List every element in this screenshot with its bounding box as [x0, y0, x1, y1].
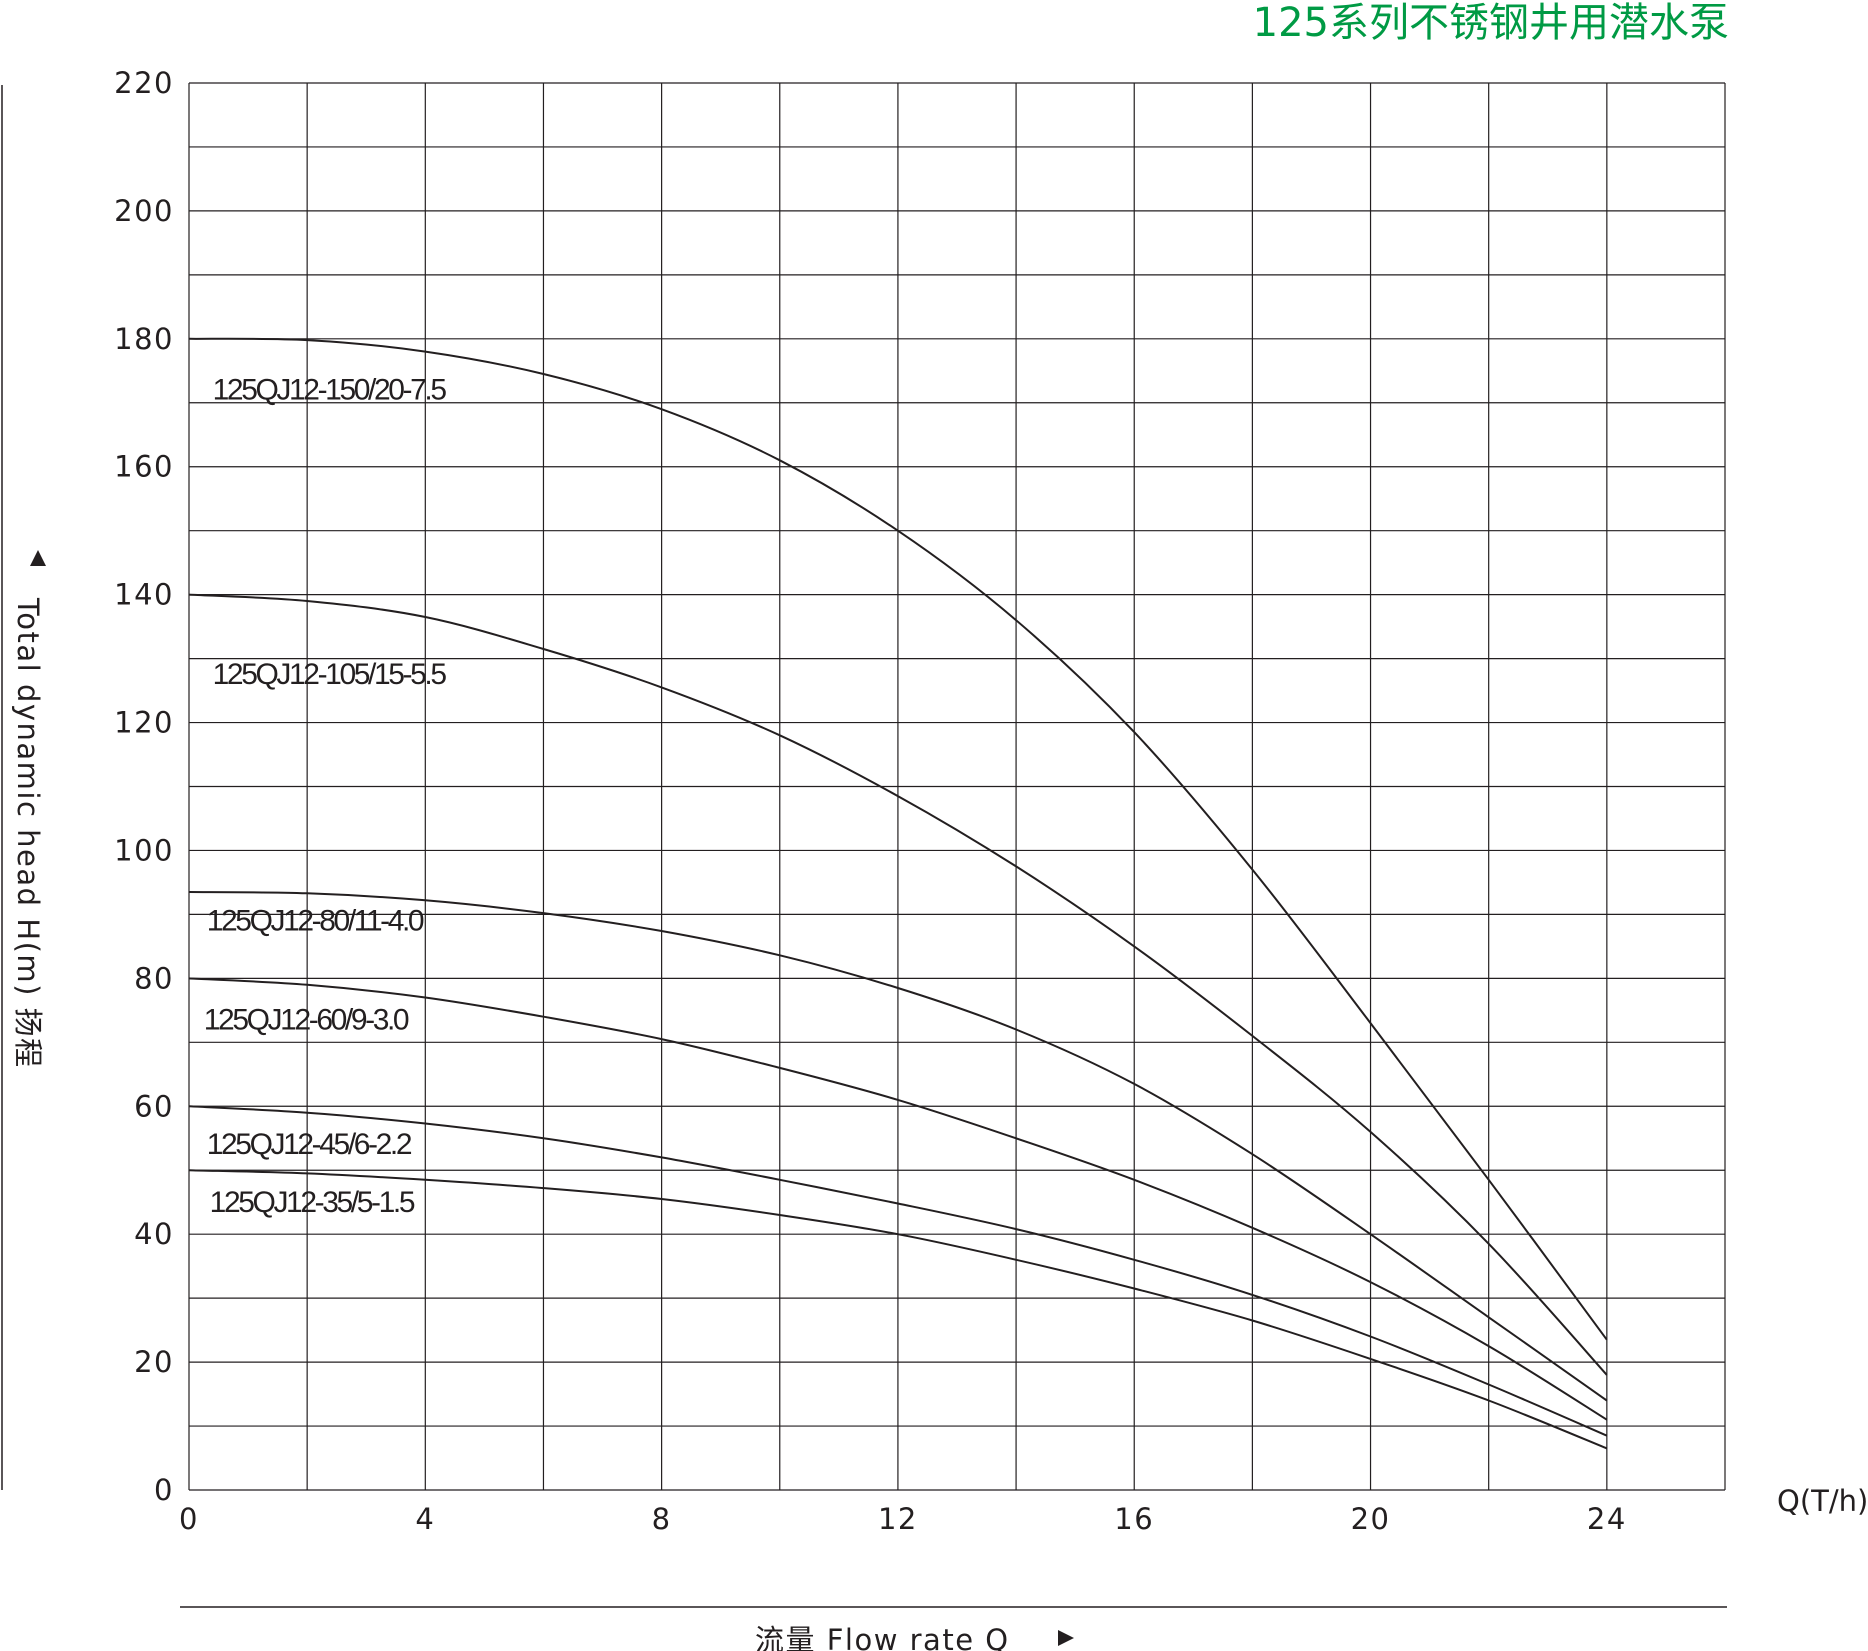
x-tick-label: 12: [878, 1502, 918, 1536]
y-axis-arrow-icon: [30, 550, 46, 566]
x-tick-label: 4: [415, 1502, 435, 1536]
y-axis-title: Total dynamic head H(m) 扬程: [11, 597, 45, 1069]
series-line: [188, 1169, 1608, 1450]
y-tick-label: 220: [114, 66, 174, 100]
y-tick-label: 180: [114, 322, 174, 356]
x-tick-label: 0: [179, 1502, 199, 1536]
y-axis-ticks: 0 20 40 60 80 100 120 140 160 180 200 220: [114, 66, 174, 1507]
series-label: 125QJ12-150/20-7.5: [213, 374, 447, 407]
y-tick-label: 60: [134, 1089, 174, 1123]
y-tick-label: 160: [114, 450, 174, 484]
series-group: [188, 337, 1608, 1450]
x-axis-unit-label: Q(T/h): [1777, 1484, 1868, 1518]
y-tick-label: 100: [114, 833, 174, 867]
y-tick-label: 80: [134, 961, 174, 995]
series-label: 125QJ12-35/5-1.5: [210, 1186, 415, 1219]
series-label: 125QJ12-80/11-4.0: [207, 904, 424, 937]
x-tick-label: 20: [1351, 1502, 1391, 1536]
series-label: 125QJ12-105/15-5.5: [213, 658, 447, 691]
x-tick-label: 8: [652, 1502, 672, 1536]
series-line: [188, 337, 1608, 1341]
x-tick-label: 16: [1114, 1502, 1154, 1536]
x-tick-label: 24: [1587, 1502, 1627, 1536]
series-label: 125QJ12-45/6-2.2: [207, 1128, 412, 1161]
series-line: [188, 891, 1608, 1402]
series-line: [188, 977, 1608, 1421]
y-tick-label: 40: [134, 1217, 174, 1251]
x-axis-arrow-icon: [1058, 1630, 1074, 1646]
series-labels: 125QJ12-150/20-7.5 125QJ12-105/15-5.5 125Q…: [204, 374, 449, 1219]
y-tick-label: 0: [154, 1473, 174, 1507]
y-tick-label: 20: [134, 1345, 174, 1379]
y-tick-label: 140: [114, 578, 174, 612]
x-axis-ticks: 0 4 8 12 16 20 24: [179, 1502, 1627, 1536]
series-line: [188, 1105, 1608, 1437]
series-line: [188, 593, 1608, 1376]
x-axis-title: 流量 Flow rate Q: [755, 1623, 1010, 1651]
chart-title: 125系列不锈钢井用潜水泵: [1253, 0, 1729, 46]
series-label: 125QJ12-60/9-3.0: [204, 1004, 409, 1037]
y-tick-label: 200: [114, 194, 174, 228]
grid: [188, 82, 1726, 1491]
y-tick-label: 120: [114, 706, 174, 740]
